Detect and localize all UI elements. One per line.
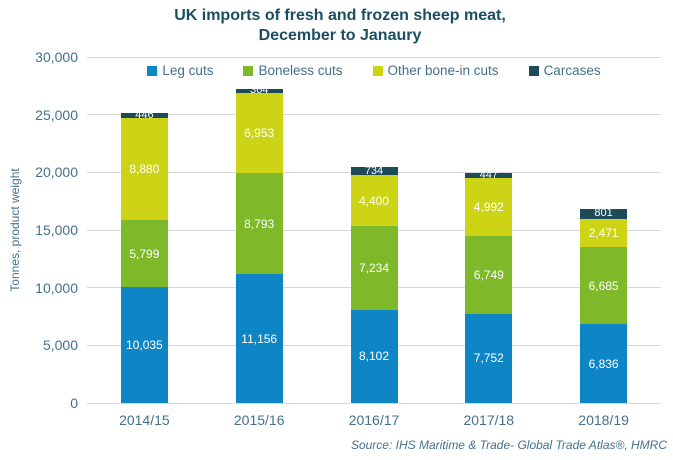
bar-2018-19-carcases: 801 xyxy=(580,207,628,220)
bar-value-label: 8,102 xyxy=(358,349,390,364)
legend-swatch-leg-cuts xyxy=(147,65,158,76)
bar-value-label: 7,234 xyxy=(358,260,390,275)
bar-2017-18-other-bone-in-cuts: 4,992 xyxy=(465,178,513,236)
x-tick-label-2018-19: 2018/19 xyxy=(578,412,629,428)
legend-swatch-boneless-cuts xyxy=(243,65,254,76)
legend-label: Leg cuts xyxy=(162,63,214,78)
bar-2014-15-boneless-cuts: 5,799 xyxy=(120,220,168,288)
bar-2017-18-leg-cuts: 7,752 xyxy=(465,313,513,403)
bar-value-label: 447 xyxy=(479,169,498,182)
bar-2018-19-other-bone-in-cuts: 2,471 xyxy=(580,218,628,248)
bar-2017-18-carcases: 447 xyxy=(465,169,513,182)
x-tick-label-2015-16: 2015/16 xyxy=(233,412,285,428)
bar-2015-16-boneless-cuts: 8,793 xyxy=(235,172,283,275)
bar-value-label: 446 xyxy=(135,108,154,121)
bar-value-label: 8,793 xyxy=(244,216,275,231)
bar-2015-16-other-bone-in-cuts: 6,953 xyxy=(235,92,283,173)
bar-value-label: 4,992 xyxy=(473,199,504,214)
chart-title-line2: December to Janaury xyxy=(258,27,422,44)
y-tick-label: 25,000 xyxy=(35,106,78,123)
bar-2016-17-other-bone-in-cuts: 4,400 xyxy=(350,175,398,227)
legend-item-other-bone-in-cuts: Other bone-in cuts xyxy=(372,63,499,78)
gridline-0 xyxy=(87,402,661,404)
bar-2015-16-leg-cuts: 11,156 xyxy=(235,274,283,403)
bar-value-label: 7,752 xyxy=(473,351,504,366)
bar-value-label: 10,035 xyxy=(126,338,163,353)
bar-2014-15-carcases: 446 xyxy=(120,108,168,121)
gridline-30000 xyxy=(87,56,661,58)
x-tick-label-2017-18: 2017/18 xyxy=(463,412,515,428)
gridline-25000 xyxy=(87,114,661,116)
bar-value-label: 6,685 xyxy=(588,278,619,293)
y-tick-label: 0 xyxy=(70,395,78,411)
y-tick-label: 15,000 xyxy=(35,222,78,238)
bar-2018-19-leg-cuts: 6,836 xyxy=(580,324,628,403)
bar-value-label: 6,749 xyxy=(473,267,504,282)
x-tick-label-2014-15: 2014/15 xyxy=(119,412,170,428)
bar-2017-18-boneless-cuts: 6,749 xyxy=(465,235,513,314)
bar-value-label: 8,880 xyxy=(129,162,160,177)
bar-2016-17-boneless-cuts: 7,234 xyxy=(350,226,398,310)
legend-swatch-carcases xyxy=(528,65,539,76)
legend-label: Other bone-in cuts xyxy=(387,63,499,78)
bar-value-label: 5,799 xyxy=(129,246,160,261)
bar-value-label: 734 xyxy=(364,164,384,177)
bar-2016-17-carcases: 734 xyxy=(350,164,398,177)
bar-2014-15-other-bone-in-cuts: 8,880 xyxy=(120,117,168,221)
legend-item-carcases: Carcases xyxy=(528,63,601,78)
bar-value-label: 4,400 xyxy=(358,193,390,208)
chart-title-line1: UK imports of fresh and frozen sheep mea… xyxy=(174,7,506,24)
source-note: Source: IHS Maritime & Trade- Global Tra… xyxy=(350,438,667,452)
y-tick-label: 10,000 xyxy=(35,279,78,296)
y-tick-label: 5,000 xyxy=(42,337,78,354)
legend-swatch-other-bone-in-cuts xyxy=(372,65,383,76)
y-tick-label: 30,000 xyxy=(35,49,78,65)
legend-item-boneless-cuts: Boneless cuts xyxy=(243,63,343,78)
bar-value-label: 6,953 xyxy=(244,125,275,140)
bar-value-label: 6,836 xyxy=(588,356,619,371)
bar-2015-16-carcases: 364 xyxy=(235,85,283,96)
bar-value-label: 2,471 xyxy=(588,225,619,240)
bar-value-label: 364 xyxy=(250,84,269,97)
y-tick-label: 20,000 xyxy=(35,164,78,181)
legend: Leg cuts Boneless cuts Other bone-in cuts C… xyxy=(87,63,661,78)
bar-value-label: 801 xyxy=(594,207,613,220)
legend-label: Boneless cuts xyxy=(258,63,343,78)
bar-value-label: 11,156 xyxy=(241,331,278,346)
legend-item-leg-cuts: Leg cuts xyxy=(147,63,213,78)
chart-title: UK imports of fresh and frozen sheep mea… xyxy=(100,6,580,46)
legend-label: Carcases xyxy=(543,63,601,78)
bar-2014-15-leg-cuts: 10,035 xyxy=(120,287,168,403)
bar-2016-17-leg-cuts: 8,102 xyxy=(350,309,398,403)
bar-2018-19-boneless-cuts: 6,685 xyxy=(580,247,628,325)
x-tick-label-2016-17: 2016/17 xyxy=(348,412,400,428)
